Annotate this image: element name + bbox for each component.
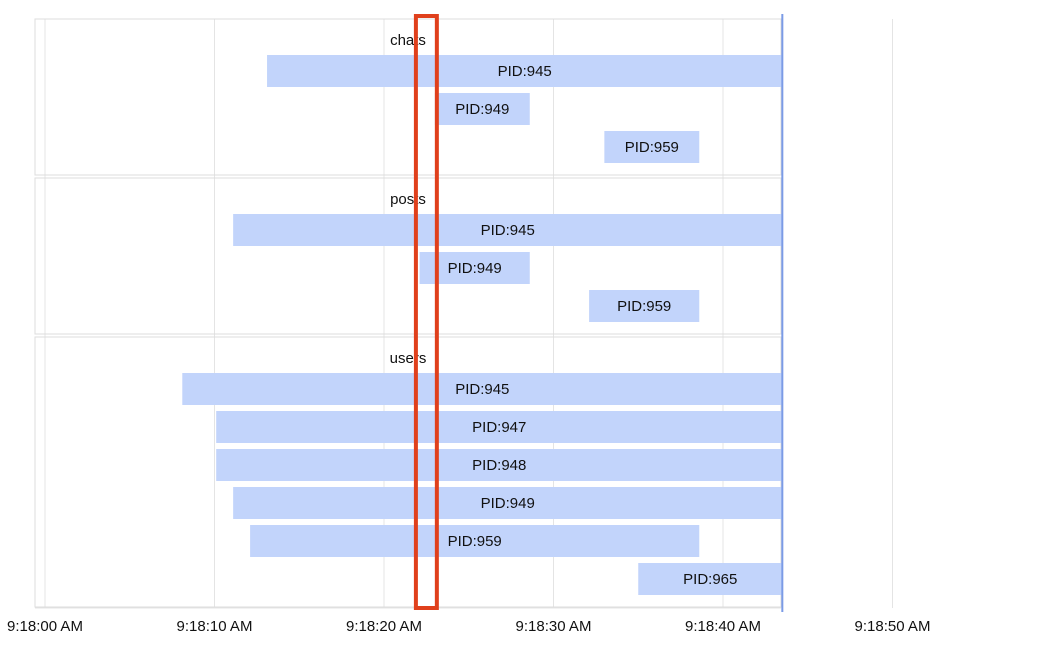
process-bar-label: PID:949	[455, 101, 509, 118]
process-bar	[638, 563, 783, 595]
x-tick-label: 9:18:50 AM	[855, 618, 931, 635]
process-bar-label: PID:945	[455, 381, 509, 398]
group-title: chats	[390, 32, 426, 49]
process-bar	[216, 449, 783, 481]
highlight-window	[413, 14, 439, 610]
process-bar	[216, 411, 783, 443]
group-title: users	[390, 350, 427, 367]
process-bar-label: PID:965	[683, 571, 737, 588]
process-bar	[233, 487, 783, 519]
process-bar	[233, 214, 783, 246]
group-panel-chats	[34, 18, 782, 176]
x-tick-label: 9:18:30 AM	[516, 618, 592, 635]
process-bar-label: PID:949	[481, 495, 535, 512]
process-bar	[434, 93, 530, 125]
group-title: posts	[390, 191, 426, 208]
group-panel-posts	[34, 177, 782, 335]
process-bar	[604, 131, 700, 163]
process-bar-label: PID:949	[448, 260, 502, 277]
x-tick-label: 9:18:10 AM	[177, 618, 253, 635]
process-bar	[267, 55, 783, 87]
process-bar-label: PID:959	[448, 533, 502, 550]
process-bar-label: PID:959	[625, 139, 679, 156]
x-tick-label: 9:18:40 AM	[685, 618, 761, 635]
process-bar	[589, 290, 700, 322]
process-bar-label: PID:947	[472, 419, 526, 436]
process-bar-label: PID:945	[481, 222, 535, 239]
process-bar-label: PID:959	[617, 298, 671, 315]
process-bar	[182, 373, 783, 405]
process-bar-label: PID:948	[472, 457, 526, 474]
process-bar	[250, 525, 700, 557]
process-bar-label: PID:945	[498, 63, 552, 80]
x-tick-label: 9:18:00 AM	[7, 618, 83, 635]
x-tick-label: 9:18:20 AM	[346, 618, 422, 635]
